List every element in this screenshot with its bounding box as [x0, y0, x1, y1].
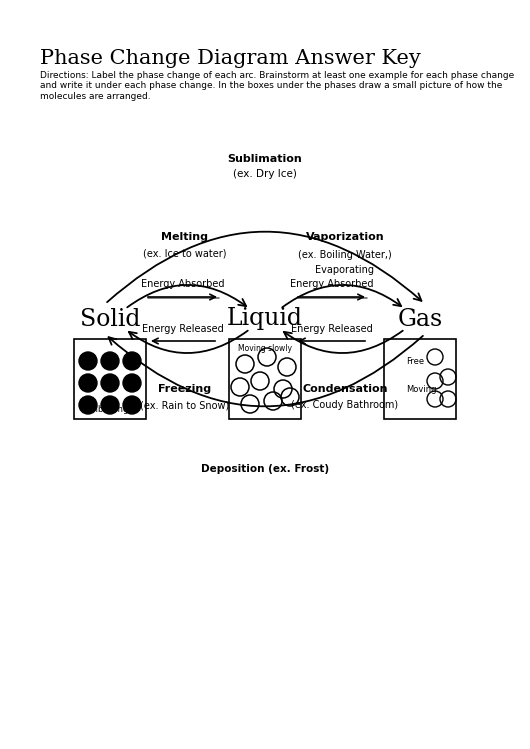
Circle shape — [123, 352, 141, 370]
Text: Energy Released: Energy Released — [142, 324, 224, 334]
Circle shape — [123, 374, 141, 392]
Text: Solid: Solid — [80, 308, 140, 330]
Text: Sublimation: Sublimation — [227, 154, 303, 164]
Bar — [229, 339, 301, 419]
FancyArrowPatch shape — [129, 330, 248, 353]
Text: Free: Free — [406, 357, 424, 366]
Circle shape — [101, 396, 119, 414]
Bar — [384, 339, 456, 419]
Circle shape — [79, 352, 97, 370]
FancyArrowPatch shape — [109, 336, 423, 407]
Circle shape — [101, 352, 119, 370]
Circle shape — [79, 374, 97, 392]
Text: (ex. Coudy Bathroom): (ex. Coudy Bathroom) — [292, 400, 399, 410]
Text: Gas: Gas — [398, 308, 443, 330]
Text: Moving: Moving — [406, 384, 437, 393]
Text: Energy Released: Energy Released — [291, 324, 373, 334]
Text: Vibrating: Vibrating — [91, 405, 129, 414]
Text: (ex. Boiling Water,): (ex. Boiling Water,) — [298, 250, 392, 260]
FancyArrowPatch shape — [107, 231, 421, 302]
Bar — [74, 339, 146, 419]
Text: Vaporization: Vaporization — [306, 232, 384, 242]
Text: (ex. Dry Ice): (ex. Dry Ice) — [233, 169, 297, 179]
FancyArrowPatch shape — [284, 330, 403, 353]
Text: Directions: Label the phase change of each arc. Brainstorm at least one example : Directions: Label the phase change of ea… — [40, 71, 514, 101]
Circle shape — [101, 374, 119, 392]
Text: Energy Absorbed: Energy Absorbed — [290, 279, 374, 289]
FancyArrowPatch shape — [282, 285, 401, 307]
Text: (ex. Rain to Snow): (ex. Rain to Snow) — [140, 400, 229, 410]
Text: Condensation: Condensation — [302, 384, 388, 394]
FancyArrowPatch shape — [127, 285, 246, 307]
Text: Deposition (ex. Frost): Deposition (ex. Frost) — [201, 464, 329, 474]
Text: Moving slowly: Moving slowly — [238, 344, 292, 353]
Text: Freezing: Freezing — [158, 384, 211, 394]
Circle shape — [79, 396, 97, 414]
Text: (ex. Ice to water): (ex. Ice to water) — [143, 248, 227, 258]
Text: Phase Change Diagram Answer Key: Phase Change Diagram Answer Key — [40, 49, 421, 68]
Text: Melting: Melting — [162, 232, 208, 242]
Circle shape — [123, 396, 141, 414]
Text: Energy Absorbed: Energy Absorbed — [142, 279, 225, 289]
Text: Liquid: Liquid — [227, 308, 303, 330]
Text: Evaporating: Evaporating — [315, 265, 375, 275]
